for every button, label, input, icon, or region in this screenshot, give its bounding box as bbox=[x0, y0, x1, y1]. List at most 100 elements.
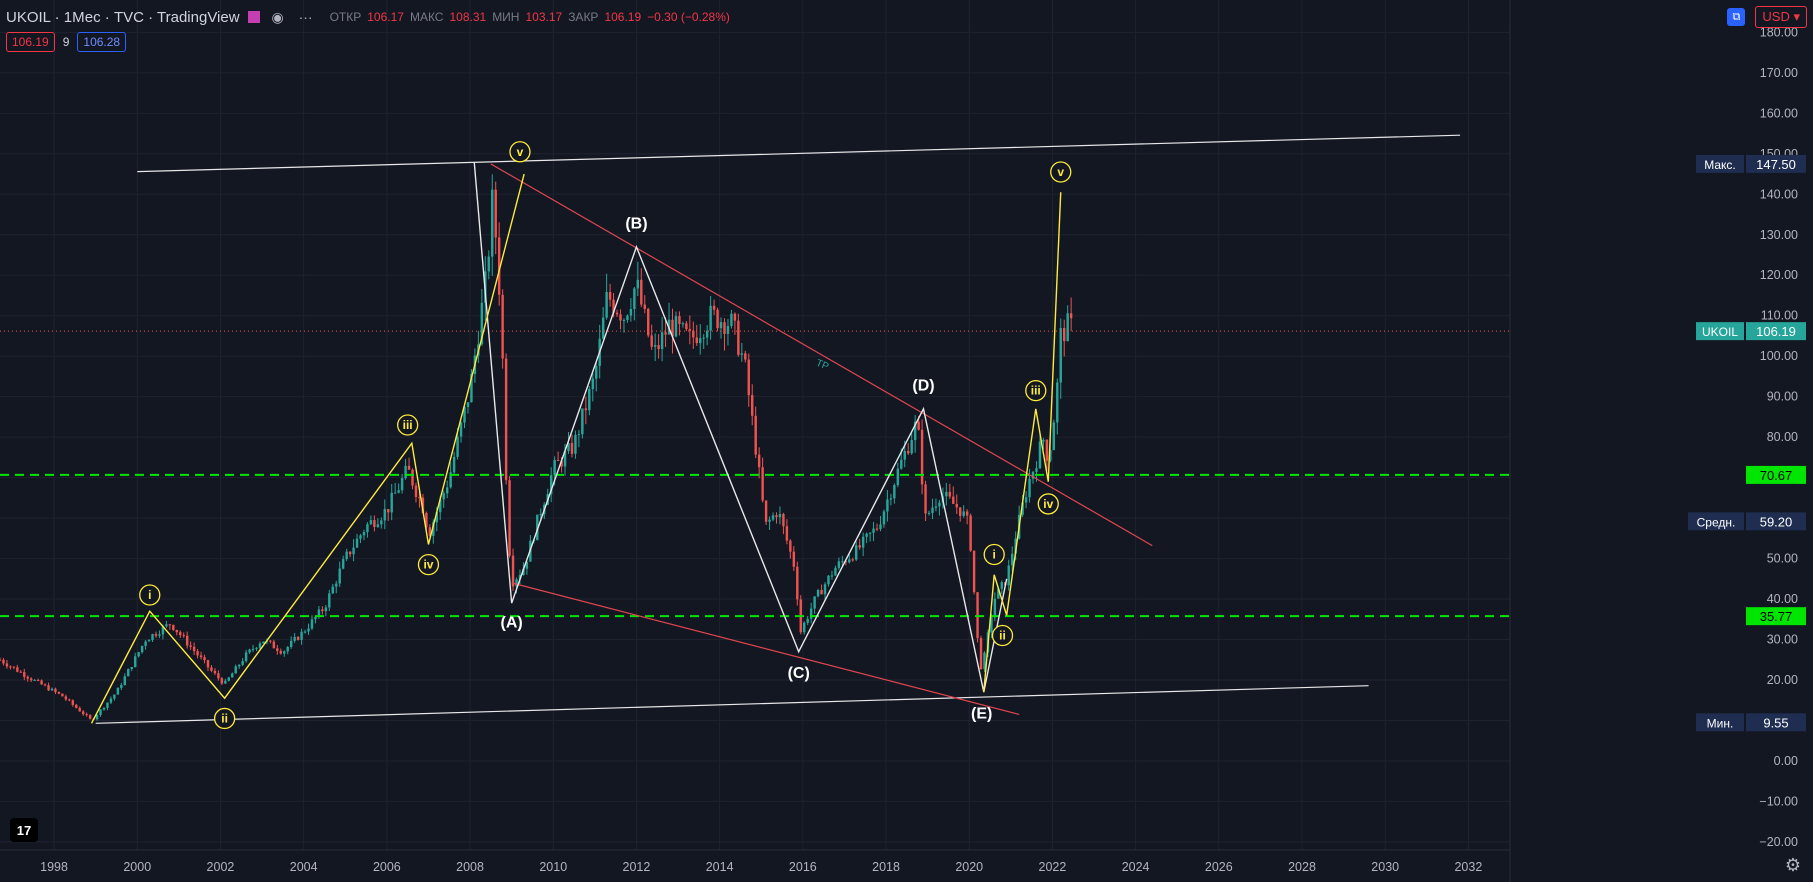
ask-price[interactable]: 106.28 bbox=[77, 32, 127, 52]
min-price-tag-text: 9.55 bbox=[1763, 715, 1788, 730]
candle-body bbox=[619, 314, 622, 321]
close-label: ЗАКР bbox=[568, 10, 599, 24]
candle-body bbox=[2, 659, 5, 664]
candle-body bbox=[754, 415, 757, 455]
candle-body bbox=[161, 626, 165, 635]
candle-body bbox=[0, 659, 2, 661]
candle-body bbox=[647, 308, 650, 336]
tradingview-logo[interactable]: 17 bbox=[10, 818, 38, 842]
candle-body bbox=[338, 568, 341, 584]
candle-body bbox=[549, 475, 553, 495]
candle-body bbox=[570, 443, 574, 454]
impulse-label-text: ii bbox=[999, 628, 1006, 642]
candle-body bbox=[36, 679, 40, 681]
candle-body bbox=[952, 496, 955, 504]
candle-body bbox=[723, 322, 726, 334]
candle-body bbox=[1069, 313, 1073, 319]
candle-body bbox=[1000, 582, 1004, 589]
candle-body bbox=[803, 622, 806, 633]
more-icon[interactable]: ··· bbox=[298, 9, 313, 25]
candle-body bbox=[744, 353, 747, 360]
candle-body bbox=[629, 308, 633, 316]
max-price-tag: 147.50 bbox=[1746, 154, 1806, 173]
candle-body bbox=[893, 485, 896, 499]
candle-body bbox=[151, 634, 154, 640]
abcde-wave bbox=[473, 161, 1008, 693]
triangle-line bbox=[511, 582, 1020, 715]
candle-body bbox=[709, 305, 712, 331]
candle-body bbox=[373, 520, 376, 527]
level-low-tag-text: 35.77 bbox=[1760, 609, 1793, 624]
impulse-label-text: iv bbox=[423, 558, 433, 572]
impulse-label: ii bbox=[213, 707, 236, 730]
high-label: МАКС bbox=[409, 10, 444, 24]
candle-body bbox=[418, 496, 421, 498]
candle-body bbox=[380, 520, 383, 525]
candle-body bbox=[664, 332, 667, 335]
x-tick-label: 2018 bbox=[872, 860, 900, 874]
candle-body bbox=[29, 678, 33, 681]
candle-body bbox=[26, 676, 29, 679]
x-tick-label: 2014 bbox=[706, 860, 734, 874]
candle-body bbox=[920, 429, 924, 485]
candle-body bbox=[653, 345, 657, 347]
candle-body bbox=[605, 292, 608, 318]
candle-body bbox=[924, 484, 927, 514]
wave-label: (A) bbox=[501, 614, 523, 631]
candle-body bbox=[1062, 328, 1066, 342]
candle-body bbox=[393, 492, 397, 494]
level-high-tag-box bbox=[1746, 465, 1806, 484]
y-tick-label: 0.00 bbox=[1774, 754, 1798, 768]
symbol-title[interactable]: UKOIL · 1Мес · TVC · TradingView bbox=[6, 8, 240, 26]
candle-body bbox=[1021, 502, 1024, 515]
settings-gear-icon[interactable]: ⚙ bbox=[1784, 855, 1801, 875]
candle-body bbox=[241, 661, 244, 665]
max-label-tag-text: Макс. bbox=[1704, 158, 1736, 172]
candle-body bbox=[491, 189, 494, 257]
bid-price[interactable]: 106.19 bbox=[6, 32, 55, 52]
x-tick-label: 2004 bbox=[290, 860, 318, 874]
y-tick-label: 120.00 bbox=[1760, 268, 1798, 282]
candle-body bbox=[23, 672, 26, 677]
high-value: 108.31 bbox=[449, 10, 487, 24]
candle-body bbox=[837, 561, 841, 568]
x-tick-label: 2000 bbox=[123, 860, 151, 874]
max-price-tag-text: 147.50 bbox=[1756, 157, 1796, 172]
y-tick-label: 180.00 bbox=[1760, 25, 1798, 39]
candle-body bbox=[882, 511, 886, 525]
impulse-label-circle bbox=[1037, 493, 1059, 515]
compare-icon[interactable]: ⧉ bbox=[1727, 8, 1746, 26]
candle-body bbox=[865, 533, 868, 537]
y-tick-label: 30.00 bbox=[1767, 633, 1798, 647]
candle-body bbox=[983, 652, 986, 670]
x-tick-label: 1998 bbox=[40, 860, 68, 874]
open-value: 106.17 bbox=[367, 10, 404, 24]
avg-label-tag-text: Средн. bbox=[1697, 515, 1736, 529]
candle-body bbox=[827, 575, 830, 585]
currency-select[interactable]: USD ▾ bbox=[1755, 6, 1807, 28]
candle-body bbox=[182, 635, 185, 637]
x-tick-label: 2008 bbox=[456, 860, 484, 874]
flag-icon[interactable] bbox=[247, 11, 260, 23]
impulse-label-text: v bbox=[517, 145, 524, 159]
candle-body bbox=[220, 678, 224, 684]
low-value: 103.17 bbox=[525, 10, 563, 24]
impulse-label: iii bbox=[1025, 379, 1047, 402]
candle-body bbox=[848, 559, 851, 563]
candle-body bbox=[501, 294, 504, 359]
level-high-tag: 70.67 bbox=[1746, 465, 1806, 484]
candle-body bbox=[120, 684, 123, 688]
candle-body bbox=[782, 514, 785, 527]
candle-body bbox=[681, 323, 685, 325]
candle-body bbox=[671, 319, 674, 337]
candle-body bbox=[231, 673, 234, 678]
eye-icon[interactable]: ◉ bbox=[271, 8, 284, 25]
candle-body bbox=[147, 639, 151, 642]
candle-body bbox=[903, 450, 906, 460]
candle-body bbox=[948, 491, 952, 497]
x-tick-label: 2006 bbox=[373, 860, 401, 874]
candle-body bbox=[1059, 328, 1062, 383]
y-tick-label: 170.00 bbox=[1760, 66, 1798, 80]
impulse-label-circle bbox=[1050, 161, 1072, 183]
